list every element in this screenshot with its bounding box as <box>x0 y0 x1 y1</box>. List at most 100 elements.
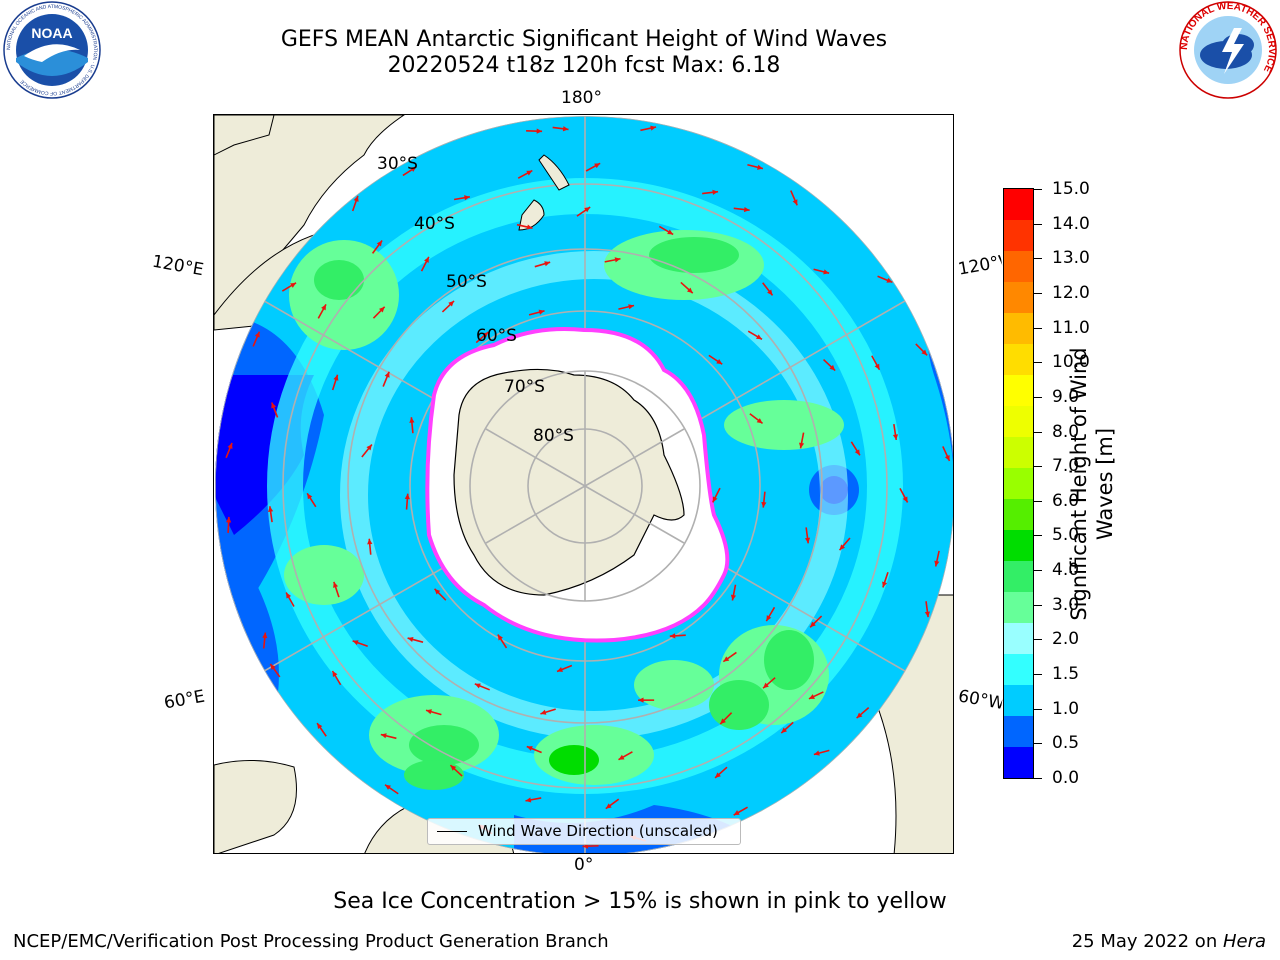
lon-label-top: 180° <box>561 88 602 108</box>
wave-arrow-head <box>839 544 846 551</box>
noaa-wordmark: NOAA <box>31 25 72 41</box>
lon-label-upper-left: 120°E <box>150 251 206 281</box>
colorbar-tick-mark <box>1034 466 1042 468</box>
wave-arrow-head <box>882 581 888 588</box>
wave-arrow-head <box>792 199 798 206</box>
wave-arrow-head <box>262 632 268 639</box>
colorbar-segment <box>1004 189 1033 220</box>
colorbar-tick-mark <box>1034 639 1042 641</box>
wave-arrow-head <box>450 765 457 771</box>
wave-arrow-head <box>226 516 232 523</box>
colorbar <box>1003 188 1034 779</box>
wave-arrow-head <box>618 754 625 760</box>
wave-arrow-head <box>525 797 532 803</box>
colorbar-tick-label: 4.0 <box>1052 560 1080 581</box>
colorbar-tick-label: 3.0 <box>1052 594 1080 615</box>
colorbar-segment <box>1004 220 1033 251</box>
colorbar-segment <box>1004 282 1033 313</box>
legend-label: Wind Wave Direction (unscaled) <box>478 822 718 840</box>
wave-arrow-head <box>384 371 390 378</box>
wave-arrow-head <box>353 195 359 202</box>
colorbar-segment <box>1004 344 1033 375</box>
lon-label-lower-right: 60°W <box>956 686 1004 714</box>
wave-arrow-head <box>614 257 621 263</box>
wave-arrow-head <box>934 560 940 567</box>
wave-arrow-head <box>410 166 417 172</box>
wave-arrow-head <box>924 611 931 618</box>
colorbar-tick-mark <box>1034 431 1042 433</box>
colorbar-tick-label: 14.0 <box>1052 213 1090 234</box>
colorbar-tick-label: 6.0 <box>1052 490 1080 511</box>
wave-arrow-head <box>761 501 767 508</box>
colorbar-tick-label: 9.0 <box>1052 386 1080 407</box>
wave-arrow-head <box>763 682 769 689</box>
colorbar-segment <box>1004 530 1033 561</box>
colorbar-tick-label: 12.0 <box>1052 282 1090 303</box>
map-panel: 30°S 40°S 50°S 60°S 70°S 80°S <box>213 114 954 854</box>
wave-arrow-head <box>562 126 569 132</box>
colorbar-segment <box>1004 561 1033 592</box>
wave-arrow-head <box>434 588 441 595</box>
wave-arrow-head <box>757 164 763 170</box>
noaa-logo: NOAA NATIONAL OCEANIC AND ATMOSPHERIC AD… <box>2 0 102 100</box>
wave-arrow-head <box>756 334 762 340</box>
map-canvas: 30°S 40°S 50°S 60°S 70°S 80°S <box>214 115 953 853</box>
lat-label-80s: 80°S <box>533 426 574 446</box>
colorbar-tick-label: 0.5 <box>1052 733 1080 754</box>
lon-label-upper-right: 120°W <box>956 252 1004 280</box>
colorbar-segment <box>1004 592 1033 623</box>
colorbar-tick-label: 1.0 <box>1052 698 1080 719</box>
nws-logo: NATIONAL WEATHER SERVICE <box>1178 0 1278 100</box>
wave-arrow-head <box>321 304 326 311</box>
wave-arrow-head <box>474 683 481 689</box>
wave-arrow-head <box>267 506 274 512</box>
wave-arrow-head <box>810 621 816 628</box>
lat-label-50s: 50°S <box>446 272 487 292</box>
colorbar-tick-mark <box>1034 327 1042 329</box>
wave-arrow-head <box>686 287 693 294</box>
wave-arrow-head <box>667 229 674 235</box>
wave-arrow-head <box>536 128 543 134</box>
colorbar-segment <box>1004 716 1033 747</box>
colorbar-tick-mark <box>1034 292 1042 294</box>
map-legend: Wind Wave Direction (unscaled) <box>427 818 741 845</box>
wave-arrow-head <box>808 694 815 699</box>
footer-credit: NCEP/EMC/Verification Post Processing Pr… <box>13 931 609 952</box>
wave-arrow-head <box>804 537 811 544</box>
colorbar-tick-mark <box>1034 258 1042 260</box>
wave-arrow-head <box>352 640 359 646</box>
colorbar-tick-mark <box>1034 570 1042 572</box>
wave-arrow-head <box>892 434 899 440</box>
wave-arrow-head <box>464 195 470 201</box>
footer-date: 25 May 2022 on Hera <box>1072 931 1266 952</box>
wave-arrow-head <box>781 727 788 734</box>
wave-direction-arrows <box>225 125 951 849</box>
colorbar-tick-mark <box>1034 396 1042 398</box>
lon-label-lower-left: 60°E <box>162 686 207 714</box>
wave-arrow-head <box>409 417 415 423</box>
colorbar-tick-label: 13.0 <box>1052 248 1090 269</box>
colorbar-segment <box>1004 747 1033 778</box>
wave-arrow-head <box>823 269 830 275</box>
wave-arrow-head <box>605 803 612 809</box>
wave-arrow-head <box>813 750 820 756</box>
lat-label-40s: 40°S <box>414 214 455 234</box>
colorbar-tick-mark <box>1034 223 1042 225</box>
wave-arrow-head <box>290 282 297 288</box>
colorbar-tick-label: 7.0 <box>1052 456 1080 477</box>
colorbar-segment <box>1004 437 1033 468</box>
wave-arrow-head <box>333 581 339 588</box>
colorbar-tick-mark <box>1034 500 1042 502</box>
colorbar-segment <box>1004 685 1033 716</box>
colorbar-segment <box>1004 251 1033 282</box>
wave-arrow-head <box>902 496 908 503</box>
wave-arrow-head <box>526 746 533 751</box>
colorbar-segment <box>1004 313 1033 344</box>
colorbar-tick-mark <box>1034 778 1042 779</box>
wave-arrow-head <box>712 496 718 503</box>
legend-line-swatch <box>437 831 467 832</box>
wave-arrow-head <box>317 723 323 730</box>
colorbar-segment <box>1004 406 1033 437</box>
lat-label-60s: 60°S <box>476 326 517 346</box>
wave-arrow-head <box>286 592 292 599</box>
